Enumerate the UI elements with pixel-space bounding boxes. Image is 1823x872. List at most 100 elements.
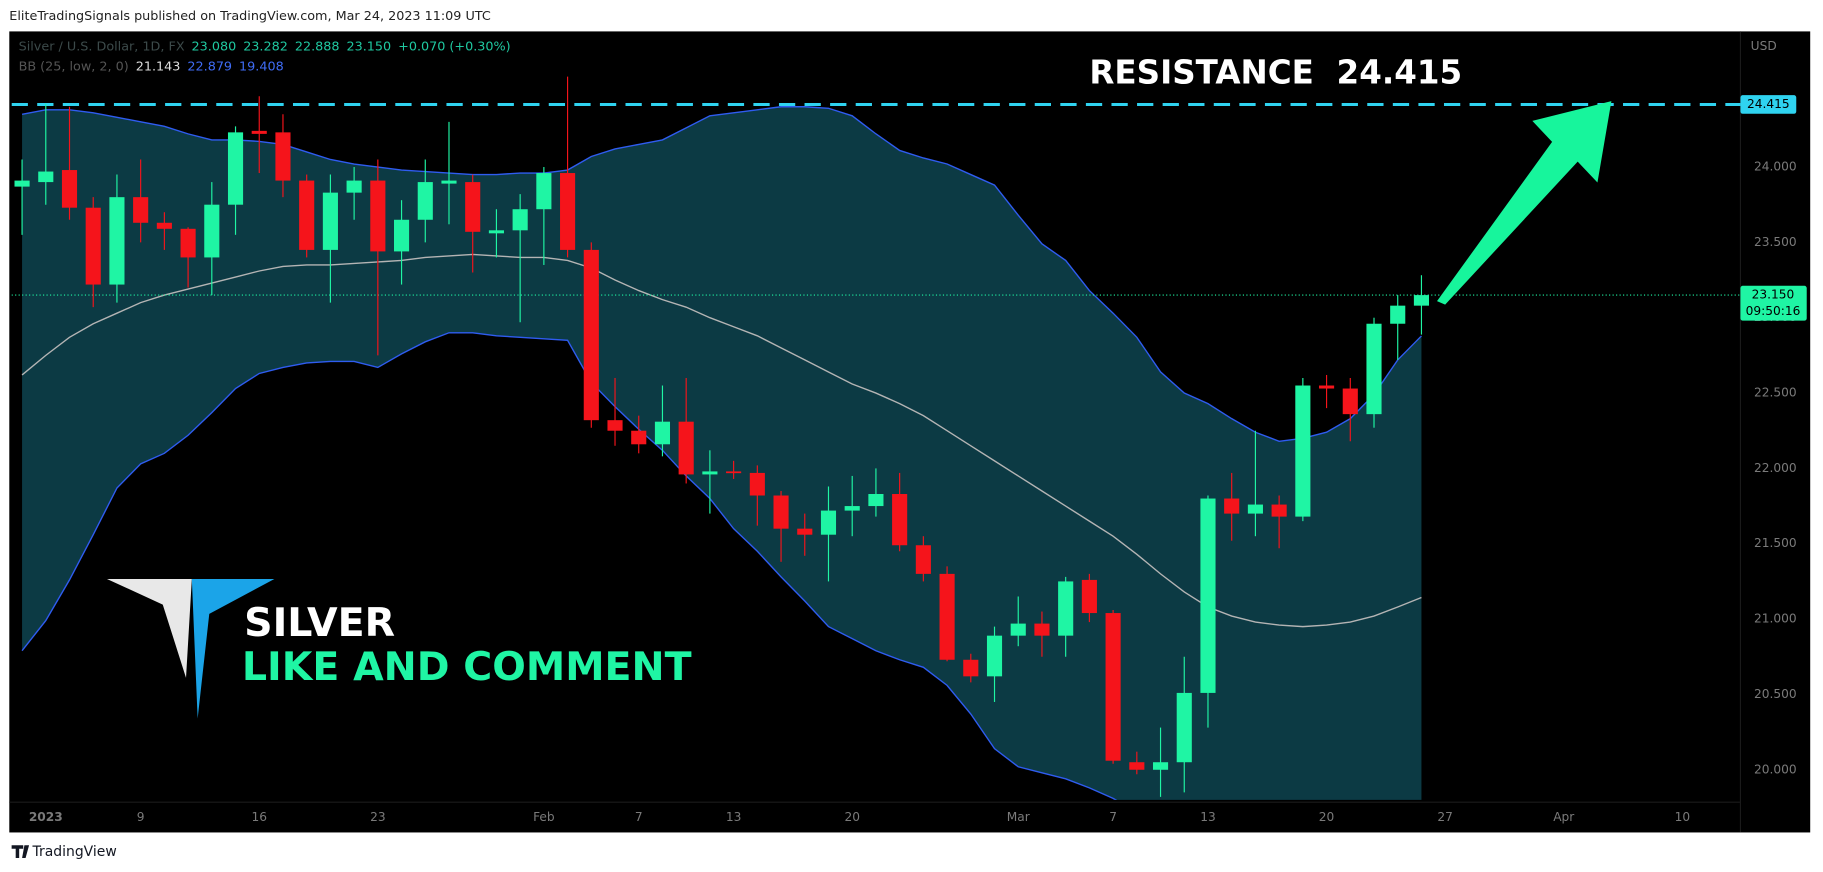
candle-body	[654, 421, 671, 445]
x-tick-label: 13	[726, 810, 742, 824]
band-upper	[21, 106, 1422, 442]
candle-body	[180, 228, 196, 258]
candle-body	[109, 197, 125, 285]
x-tick-label: 13	[1200, 810, 1216, 824]
arrow	[1437, 101, 1612, 305]
x-tick-label: Apr	[1553, 810, 1575, 824]
candle-body	[299, 180, 315, 250]
x-tick-label: 23	[370, 810, 386, 824]
candle-body	[678, 421, 694, 475]
candle-body	[1319, 385, 1335, 389]
legend-open: 23.080	[192, 39, 237, 54]
candle-body	[1342, 388, 1358, 415]
legend-high: 23.282	[243, 39, 288, 54]
resistance-tag	[1740, 95, 1797, 114]
candle-body	[560, 173, 576, 250]
annotation-subtitle: LIKE AND COMMENT	[242, 644, 692, 690]
resistance-label: RESISTANCE 24.415	[1089, 53, 1462, 91]
candle-body	[1176, 692, 1192, 763]
logo-blue	[191, 579, 275, 719]
y-tick-label: 22.500	[1754, 386, 1797, 400]
candle-body	[1295, 385, 1311, 517]
candle-body	[1058, 581, 1074, 636]
y-tick-label: 20.000	[1754, 762, 1797, 776]
publish-header: EliteTradingSignals published on Trading…	[9, 9, 491, 24]
price-tag-label: 23.150	[1752, 288, 1795, 302]
candle-body	[631, 430, 647, 445]
candle-body	[251, 130, 267, 134]
candle-body	[726, 471, 742, 474]
indicator-upper: 22.879	[187, 59, 232, 74]
candle-body	[1105, 613, 1121, 761]
indicator-name: BB (25, low, 2, 0)	[19, 59, 129, 74]
candle-body	[1200, 498, 1216, 693]
candle-body	[61, 170, 78, 208]
candle-body	[38, 171, 54, 183]
candle-body	[986, 635, 1003, 677]
candle-body	[1152, 762, 1169, 770]
x-tick-label: 20	[844, 810, 860, 824]
logo-white	[106, 579, 192, 678]
band-basis	[21, 253, 1422, 628]
candle-body	[1413, 295, 1429, 306]
band-lower	[21, 332, 1118, 800]
candle-body	[1224, 498, 1240, 514]
y-tick-label: 21.000	[1754, 612, 1797, 626]
tv-logo	[11, 845, 30, 859]
candle-body	[939, 573, 955, 660]
candle-body	[156, 222, 172, 229]
candle-body	[275, 132, 291, 181]
x-tick-label: 20	[1319, 810, 1335, 824]
x-tick-label: 2023	[29, 810, 63, 824]
x-tick-label: 27	[1437, 810, 1453, 824]
candle-body	[1081, 579, 1097, 614]
candle-body	[1034, 623, 1050, 636]
x-tick-label: 16	[251, 810, 267, 824]
candle-body	[465, 182, 481, 232]
candle-body	[14, 180, 30, 187]
candle-body	[1129, 762, 1145, 770]
x-tick-label: 9	[137, 810, 145, 824]
candle-body	[963, 659, 979, 677]
candle-body	[227, 132, 244, 205]
x-tick-label: 7	[635, 810, 643, 824]
candle-body	[915, 545, 931, 574]
indicator-lower: 19.408	[239, 59, 284, 74]
candle-body	[85, 207, 101, 285]
candle-body	[536, 173, 552, 210]
candle-body	[204, 204, 220, 258]
candle-body	[820, 510, 837, 535]
candle-body	[512, 209, 528, 231]
legend-line: Silver / U.S. Dollar, 1D, FX 23.080 23.282…	[19, 39, 511, 54]
candle-body	[346, 180, 362, 193]
candle-body	[844, 506, 860, 511]
candle-body	[417, 182, 433, 220]
candle-body	[583, 249, 599, 421]
annotation-title: SILVER	[244, 600, 395, 646]
candle-body	[393, 219, 410, 252]
x-tick-label: 10	[1675, 810, 1691, 824]
candle-body	[322, 192, 338, 250]
legend-symbol: Silver / U.S. Dollar, 1D, FX	[19, 39, 185, 54]
candle-body	[749, 472, 765, 496]
candle-body	[1010, 623, 1026, 636]
candle-body	[773, 495, 789, 529]
candle-body	[1247, 504, 1263, 514]
candle-body	[1366, 323, 1382, 415]
y-tick-label: 22.000	[1754, 461, 1797, 475]
y-tick-label: 24.000	[1754, 160, 1797, 174]
overlay: SILVER LIKE AND COMMENT RESISTANCE 24.41…	[19, 39, 1777, 719]
y-tick-label: 21.500	[1754, 536, 1797, 550]
legend-change: +0.070 (+0.30%)	[398, 39, 511, 54]
candle-body	[1271, 504, 1287, 517]
plot-area	[11, 76, 1741, 800]
candle-body	[1390, 305, 1406, 324]
candle-body	[892, 494, 908, 546]
x-tick-label: Mar	[1007, 810, 1031, 824]
y-tick-label: 20.500	[1754, 687, 1797, 701]
indicator-basis: 21.143	[136, 59, 181, 74]
candle-body	[370, 180, 386, 252]
price-tag	[1740, 285, 1807, 321]
resistance-tag-label: 24.415	[1747, 97, 1790, 111]
